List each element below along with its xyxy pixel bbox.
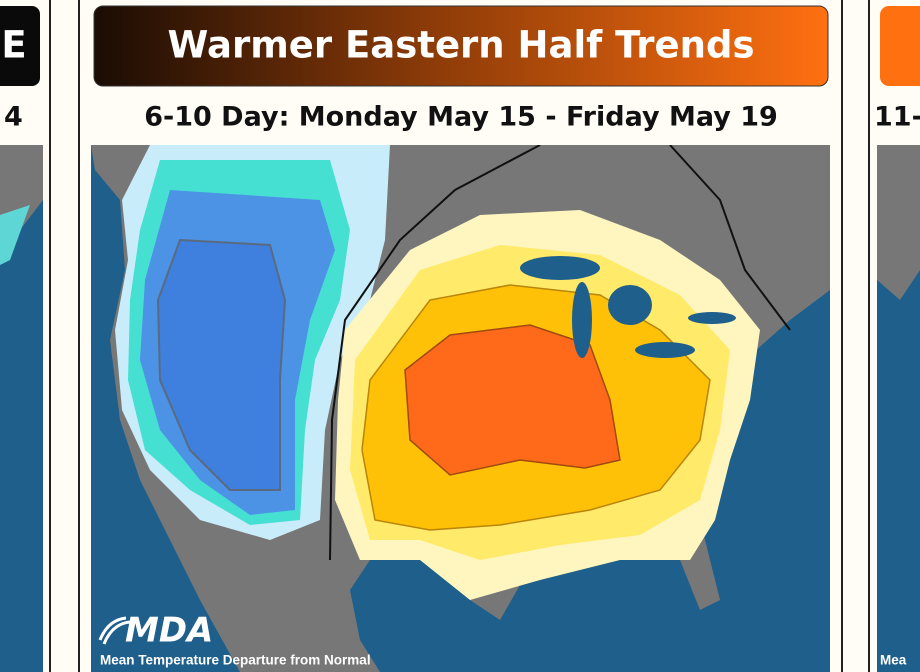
left-subtitle: 4 — [4, 102, 23, 133]
header-box — [0, 6, 40, 86]
map — [91, 145, 830, 672]
right-subtitle: 11- — [874, 102, 920, 133]
header-box — [880, 6, 920, 86]
left-map-zone — [0, 205, 30, 265]
center-subtitle: 6-10 Day: Monday May 15 - Friday May 19 — [144, 102, 778, 133]
logo: MDA — [125, 611, 213, 651]
lake — [520, 256, 600, 280]
zone-hot — [404, 324, 621, 476]
center-header: Warmer Eastern Half Trends — [168, 24, 755, 67]
lake — [635, 342, 695, 358]
header-box — [93, 5, 829, 87]
right-caption: Mea — [880, 653, 907, 668]
logo-mark — [98, 616, 131, 645]
zone-cold-core — [156, 238, 287, 491]
lake — [608, 285, 652, 325]
contour — [669, 145, 791, 331]
lake — [688, 312, 736, 324]
right-map-land — [877, 145, 920, 300]
contour — [329, 145, 541, 561]
lake — [572, 282, 592, 358]
map-caption: Mean Temperature Departure from Normal — [100, 653, 371, 668]
left-header: E — [1, 24, 26, 67]
